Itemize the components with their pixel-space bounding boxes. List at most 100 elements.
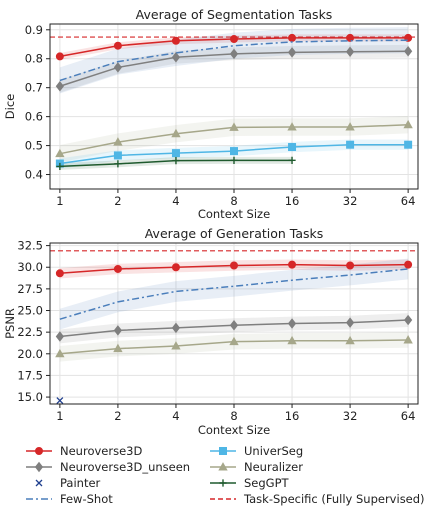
data-point-Neuroverse3D	[404, 260, 413, 269]
data-point-Neuralizer	[403, 119, 413, 129]
data-point-Neuralizer	[345, 335, 355, 345]
data-point-UniverSeg	[171, 149, 180, 158]
x-axis-label: Context Size	[198, 423, 270, 437]
data-point-Neuroverse3D_unseen	[229, 48, 239, 60]
x-tick-label: 8	[230, 409, 237, 423]
legend-item: Neuroverse3D	[26, 444, 142, 458]
y-tick-label: 27.5	[17, 282, 43, 296]
data-point-Neuroverse3D	[288, 260, 297, 269]
data-point-Neuroverse3D	[346, 33, 355, 42]
data-point-Neuralizer	[55, 348, 65, 358]
y-tick-label: 0.5	[25, 139, 43, 153]
y-tick-label: 20.0	[17, 347, 43, 361]
data-point-UniverSeg	[288, 143, 297, 152]
legend-item: Task-Specific (Fully Supervised)	[210, 492, 425, 506]
x-tick-label: 2	[114, 409, 121, 423]
data-point-Neuralizer	[345, 122, 355, 131]
data-point-Neuralizer	[171, 341, 181, 350]
legend-label: Neuroverse3D_unseen	[60, 460, 190, 474]
data-point-Neuroverse3D	[113, 41, 122, 50]
legend-item: Neuroverse3D_unseen	[26, 460, 190, 474]
data-point-Neuroverse3D	[113, 264, 122, 273]
y-tick-label: 17.5	[17, 368, 43, 382]
y-tick-label: 15.0	[17, 390, 43, 404]
data-point-Neuralizer	[287, 122, 297, 131]
data-point-UniverSeg	[404, 140, 413, 149]
data-point-Neuroverse3D	[171, 36, 180, 45]
legend-label: Neuroverse3D	[60, 444, 142, 458]
data-point-Neuroverse3D	[346, 261, 355, 270]
x-tick-label: 2	[114, 194, 121, 208]
y-tick-label: 0.8	[25, 52, 43, 66]
y-tick-label: 25.0	[17, 304, 43, 318]
y-axis-label: Dice	[3, 94, 17, 119]
legend-marker	[218, 462, 228, 471]
legend-label: UniverSeg	[244, 444, 303, 458]
data-point-SegGPT	[172, 157, 180, 165]
data-point-SegGPT	[56, 162, 64, 171]
series-band-Few-Shot	[59, 27, 409, 94]
data-point-Painter	[56, 397, 64, 404]
data-point-Neuroverse3D_unseen	[345, 317, 355, 328]
legend-item: UniverSeg	[210, 444, 303, 458]
data-point-Neuroverse3D_unseen	[287, 47, 297, 58]
legend-label: Task-Specific (Fully Supervised)	[243, 492, 425, 506]
legend-marker	[35, 446, 44, 455]
data-point-UniverSeg	[229, 147, 238, 156]
data-point-UniverSeg	[113, 151, 122, 160]
x-axis-label: Context Size	[198, 207, 270, 221]
data-point-SegGPT	[230, 156, 238, 164]
legend-marker	[218, 446, 227, 455]
data-point-SegGPT	[288, 156, 296, 164]
data-point-Neuroverse3D	[55, 269, 64, 278]
data-point-Neuralizer	[171, 128, 181, 138]
x-tick-label: 16	[285, 409, 300, 423]
y-tick-label: 22.5	[17, 325, 43, 339]
data-point-Neuroverse3D_unseen	[55, 331, 64, 342]
x-tick-label: 64	[401, 194, 416, 208]
data-point-Neuralizer	[403, 335, 413, 344]
y-axis-label: PSNR	[3, 308, 17, 339]
legend-item: Few-Shot	[26, 492, 113, 506]
legend-marker	[35, 479, 43, 487]
data-point-Neuroverse3D_unseen	[404, 45, 413, 57]
legend-label: SegGPT	[244, 476, 290, 490]
data-point-Neuroverse3D_unseen	[113, 62, 123, 73]
y-tick-label: 0.4	[25, 168, 43, 182]
chart-2: 15.0 17.5 20.0 22.5 25.0 27.5 30.0 32.5 1 2 4 8 16 32…	[3, 226, 419, 437]
chart-title: Average of Generation Tasks	[145, 226, 324, 241]
data-point-Neuroverse3D_unseen	[287, 318, 297, 329]
data-point-Neuroverse3D	[288, 33, 297, 42]
data-point-Neuralizer	[55, 148, 65, 158]
data-point-Neuralizer	[113, 137, 123, 146]
chart-title: Average of Segmentation Tasks	[136, 7, 333, 22]
x-tick-label: 16	[285, 194, 300, 208]
x-tick-label: 1	[56, 194, 63, 208]
data-point-Neuroverse3D	[55, 52, 64, 61]
series-band-Neuralizer	[59, 332, 409, 362]
data-point-Neuroverse3D_unseen	[404, 314, 413, 326]
legend-label: Painter	[60, 476, 101, 490]
legend-item: Neuralizer	[210, 460, 303, 474]
data-point-Neuroverse3D	[171, 263, 180, 272]
legend-item: Painter	[35, 476, 101, 490]
data-point-Neuroverse3D_unseen	[113, 325, 123, 336]
x-tick-label: 8	[230, 194, 237, 208]
data-point-Neuralizer	[287, 335, 297, 345]
x-tick-label: 32	[343, 409, 358, 423]
x-tick-label: 64	[401, 409, 416, 423]
data-point-Neuroverse3D_unseen	[55, 80, 64, 92]
chart-1: 0.4 0.5 0.6 0.7 0.8 0.9 1 2 4 8 16 32 64 Average of S…	[3, 7, 419, 221]
data-point-Neuralizer	[229, 122, 239, 131]
y-tick-label: 0.6	[25, 110, 43, 124]
data-point-SegGPT	[114, 160, 122, 168]
series-band-Few-Shot	[59, 258, 409, 330]
data-point-Neuroverse3D_unseen	[229, 319, 239, 331]
x-tick-label: 1	[56, 409, 63, 423]
y-tick-label: 0.7	[25, 81, 43, 95]
series-line-Few-Shot	[59, 39, 409, 82]
legend: Neuroverse3D UniverSeg Neuroverse3D_unseen…	[26, 444, 425, 506]
legend-marker	[34, 461, 44, 473]
